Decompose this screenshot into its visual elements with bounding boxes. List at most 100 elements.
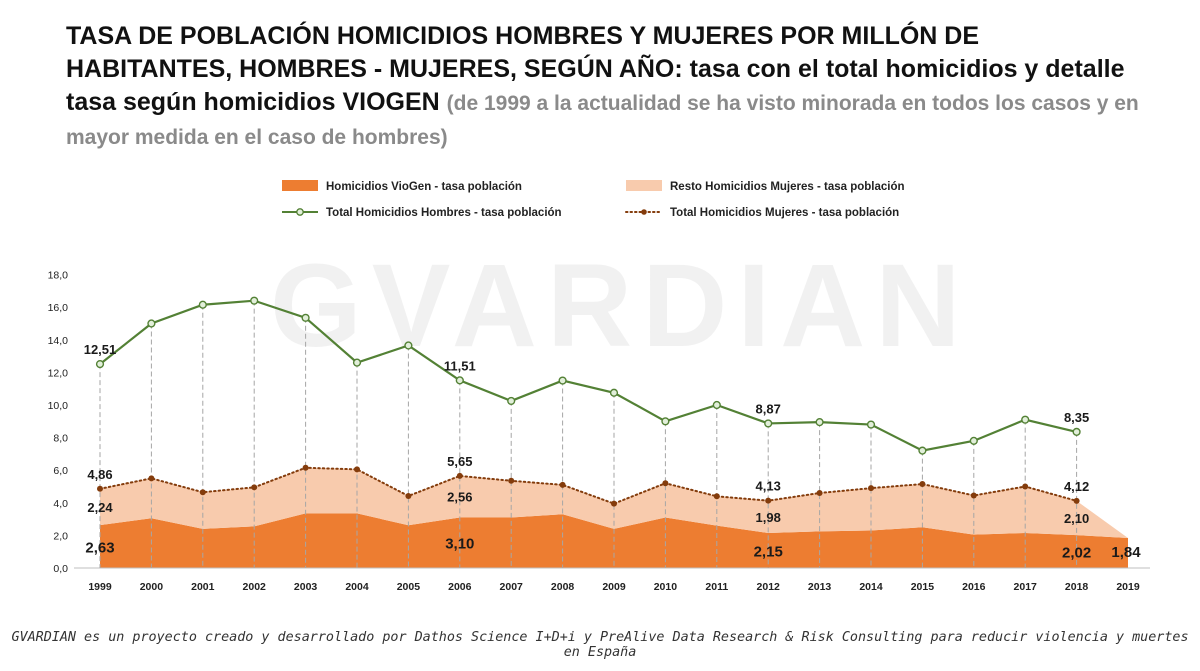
marker-mujeres	[302, 464, 309, 471]
marker-mujeres	[919, 481, 926, 488]
x-tick-label: 2010	[654, 581, 678, 593]
x-tick-label: 2006	[448, 581, 472, 593]
x-tick-label: 2011	[705, 581, 728, 593]
marker-hombres	[969, 436, 978, 445]
marker-hombres	[455, 376, 464, 385]
legend-swatch	[282, 180, 318, 191]
marker-mujeres	[713, 493, 720, 500]
data-label: 2,15	[754, 543, 783, 560]
x-tick-label: 2009	[602, 581, 626, 593]
marker-hombres	[352, 358, 362, 367]
marker-hombres	[404, 341, 413, 350]
x-tick-label: 2016	[962, 581, 986, 593]
x-tick-label: 2015	[911, 581, 935, 593]
marker-hombres	[1021, 415, 1030, 424]
marker-mujeres	[1073, 497, 1080, 504]
marker-mujeres	[1022, 483, 1029, 490]
marker-mujeres	[148, 475, 155, 482]
marker-hombres	[815, 418, 824, 427]
data-label: 8,87	[756, 401, 781, 416]
marker-mujeres	[662, 480, 669, 487]
marker-hombres	[147, 319, 156, 328]
marker-hombres	[198, 300, 207, 309]
marker-mujeres	[199, 489, 206, 496]
marker-hombres	[661, 417, 670, 426]
x-tick-label: 2004	[345, 581, 369, 593]
x-tick-label: 2001	[191, 581, 215, 593]
y-tick-label: 14,0	[48, 335, 69, 347]
x-tick-label: 2019	[1116, 581, 1140, 593]
legend-marker	[296, 208, 304, 216]
marker-hombres	[1072, 427, 1081, 436]
data-label: 2,63	[85, 540, 114, 557]
marker-mujeres	[456, 472, 463, 479]
marker-mujeres	[611, 500, 617, 507]
data-label: 2,02	[1062, 545, 1091, 562]
marker-hombres	[866, 420, 876, 429]
marker-mujeres	[97, 485, 103, 492]
y-tick-label: 4,0	[53, 498, 68, 510]
marker-hombres	[609, 388, 619, 397]
watermark-logo: GVARDIAN	[270, 240, 971, 372]
x-tick-label: 2013	[808, 581, 832, 593]
y-tick-label: 10,0	[48, 400, 69, 412]
marker-mujeres	[354, 466, 360, 473]
marker-hombres	[95, 359, 105, 369]
marker-mujeres	[970, 492, 977, 499]
data-label: 11,51	[444, 358, 476, 373]
data-label: 4,86	[87, 467, 112, 482]
chart-subtitle: (de 1999 a la actualidad se ha visto min…	[66, 92, 1139, 149]
x-tick-label: 2005	[397, 581, 421, 593]
legend-marker	[641, 209, 647, 215]
y-tick-label: 6,0	[53, 465, 68, 477]
x-tick-label: 2014	[859, 581, 883, 593]
legend-label: Total Homicidios Mujeres - tasa població…	[670, 207, 899, 219]
x-tick-label: 2003	[294, 581, 318, 593]
chart-title-main: TASA DE POBLACIÓN HOMICIDIOS HOMBRES Y M…	[66, 22, 1125, 116]
data-label: 2,56	[447, 490, 472, 505]
data-label: 2,24	[87, 500, 113, 515]
x-tick-label: 1999	[88, 581, 112, 593]
marker-mujeres	[816, 490, 823, 497]
legend-label: Homicidios VioGen - tasa población	[326, 181, 522, 193]
y-tick-label: 18,0	[48, 270, 69, 282]
chart-title: TASA DE POBLACIÓN HOMICIDIOS HOMBRES Y M…	[66, 20, 1146, 154]
y-tick-label: 2,0	[53, 530, 68, 542]
x-tick-label: 2002	[243, 581, 267, 593]
x-tick-label: 2017	[1014, 581, 1038, 593]
data-label: 2,10	[1064, 511, 1089, 526]
x-tick-label: 2018	[1065, 581, 1089, 593]
x-tick-label: 2007	[500, 581, 524, 593]
x-tick-label: 2012	[757, 581, 781, 593]
line-mujeres	[99, 466, 1078, 505]
marker-mujeres	[251, 484, 258, 491]
marker-hombres	[764, 419, 773, 428]
marker-hombres	[250, 296, 259, 305]
line-hombres	[99, 299, 1077, 452]
y-tick-label: 12,0	[48, 367, 69, 379]
marker-hombres	[712, 400, 721, 410]
marker-mujeres	[868, 485, 874, 492]
marker-hombres	[301, 313, 310, 322]
legend-label: Total Homicidios Hombres - tasa població…	[326, 207, 562, 219]
data-label: 5,65	[447, 454, 472, 469]
marker-hombres	[918, 446, 927, 455]
data-label: 1,98	[756, 510, 781, 525]
marker-hombres	[558, 376, 567, 385]
data-label: 3,10	[445, 536, 474, 553]
footer-credit: GVARDIAN es un proyecto creado y desarro…	[11, 630, 1189, 660]
data-label: 8,35	[1064, 410, 1089, 425]
x-tick-label: 2008	[551, 581, 575, 593]
y-tick-label: 8,0	[53, 433, 68, 445]
y-tick-label: 16,0	[48, 302, 69, 314]
legend-swatch	[626, 180, 662, 191]
marker-mujeres	[765, 497, 772, 504]
marker-mujeres	[508, 477, 515, 484]
data-label: 12,51	[84, 342, 117, 357]
marker-mujeres	[405, 492, 412, 499]
data-label: 4,12	[1064, 479, 1089, 494]
x-tick-label: 2000	[140, 581, 164, 593]
data-label: 1,84	[1111, 544, 1141, 561]
data-label: 4,13	[756, 479, 781, 494]
